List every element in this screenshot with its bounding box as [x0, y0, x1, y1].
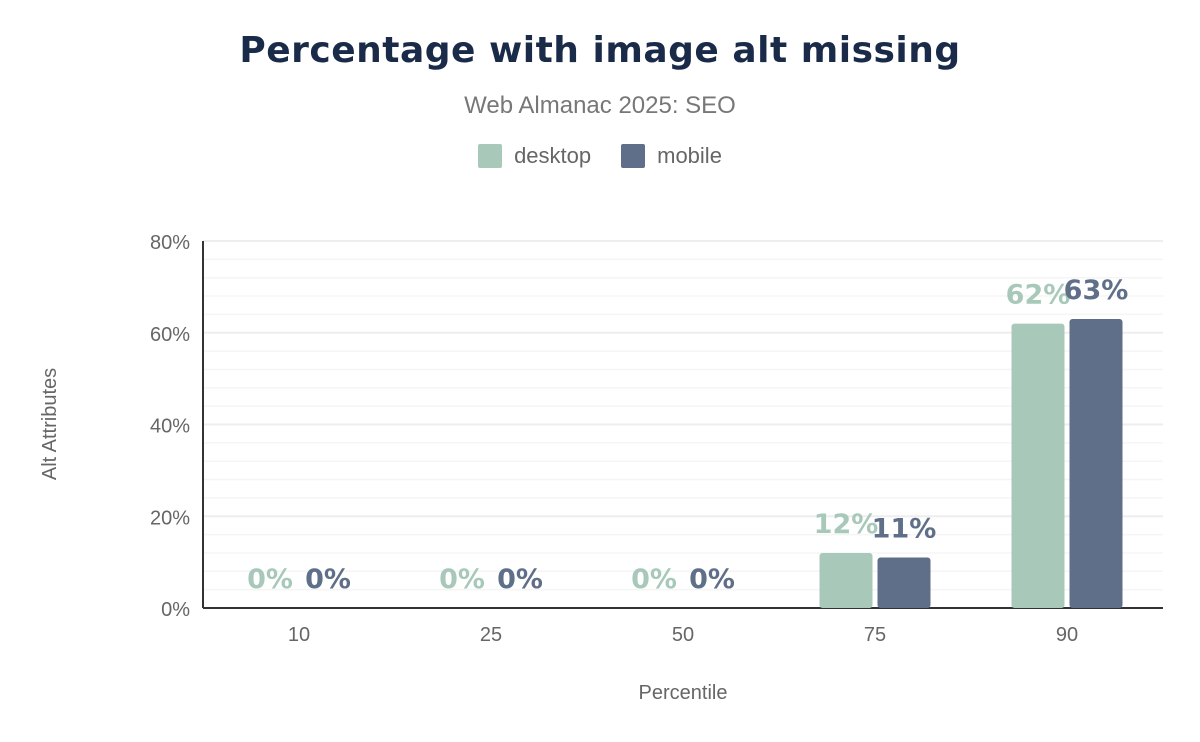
y-tick-label: 60%	[150, 324, 190, 346]
y-tick-label: 80%	[150, 232, 190, 254]
x-tick-label: 50	[672, 624, 694, 646]
x-tick-label: 10	[288, 624, 310, 646]
data-label-desktop: 0%	[247, 564, 293, 595]
legend: desktop mobile	[0, 143, 1200, 169]
data-label-desktop: 0%	[631, 564, 677, 595]
data-label-desktop: 62%	[1006, 280, 1071, 311]
chart-subtitle: Web Almanac 2025: SEO	[464, 92, 736, 119]
y-axis-title: Alt Attributes	[39, 368, 61, 480]
legend-swatch-mobile	[621, 144, 646, 168]
y-tick-label: 20%	[150, 507, 190, 529]
x-tick-label: 25	[480, 624, 502, 646]
legend-label-desktop: desktop	[514, 143, 592, 168]
x-tick-label: 75	[864, 624, 886, 646]
data-label-desktop: 0%	[439, 564, 485, 595]
y-tick-label: 40%	[150, 416, 190, 438]
data-label-mobile: 63%	[1064, 275, 1129, 306]
data-label-mobile: 0%	[305, 564, 351, 595]
bar-mobile	[877, 557, 931, 608]
data-label-mobile: 0%	[497, 564, 543, 595]
bar-desktop	[1011, 323, 1065, 608]
bar-mobile	[1069, 318, 1123, 608]
data-label-mobile: 0%	[689, 564, 735, 595]
data-label-mobile: 11%	[872, 514, 937, 545]
x-axis-title: Percentile	[639, 682, 728, 704]
legend-label-mobile: mobile	[657, 143, 722, 168]
legend-item-desktop[interactable]: desktop	[478, 143, 591, 169]
x-tick-label: 90	[1056, 624, 1078, 646]
legend-item-mobile[interactable]: mobile	[621, 143, 722, 169]
legend-swatch-desktop	[478, 144, 503, 168]
y-tick-label: 0%	[161, 599, 190, 621]
bar-desktop	[819, 552, 873, 608]
chart-title: Percentage with image alt missing	[239, 30, 961, 71]
data-label-desktop: 12%	[814, 509, 879, 540]
